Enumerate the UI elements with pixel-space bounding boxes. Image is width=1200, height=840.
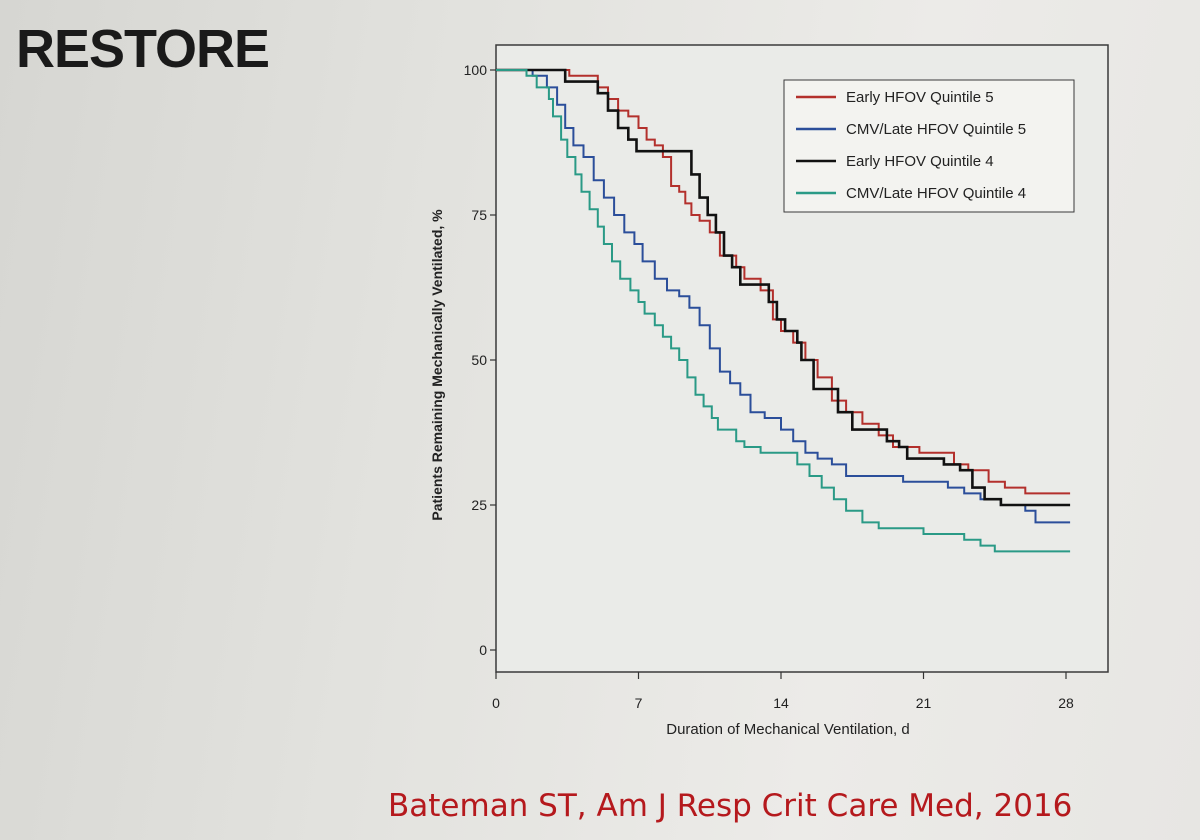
legend-label: CMV/Late HFOV Quintile 4 — [846, 185, 1026, 202]
legend-label: CMV/Late HFOV Quintile 5 — [846, 121, 1026, 138]
series-layer — [496, 68, 1071, 553]
series-line-3 — [496, 68, 1071, 507]
y-axis-label: Patients Remaining Mechanically Ventilat… — [429, 209, 445, 521]
y-tick-label: 50 — [471, 352, 487, 368]
y-tick-label: 100 — [464, 62, 488, 78]
y-tick-label: 75 — [471, 207, 487, 223]
legend-label: Early HFOV Quintile 5 — [846, 89, 994, 106]
slide-title: RESTORE — [16, 19, 270, 79]
legend-box — [783, 79, 1075, 213]
y-tick-label: 0 — [479, 642, 487, 658]
x-axis-label: Duration of Mechanical Ventilation, d — [666, 721, 909, 738]
series-line-1 — [496, 69, 1071, 495]
legend: Early HFOV Quintile 5 CMV/Late HFOV Quint… — [783, 79, 1075, 213]
x-tick-label: 21 — [916, 695, 932, 711]
series-line-2 — [496, 69, 1071, 524]
legend-label: Early HFOV Quintile 4 — [846, 153, 994, 170]
legend-items: Early HFOV Quintile 5 CMV/Late HFOV Quint… — [796, 89, 1026, 202]
citation: Bateman ST, Am J Resp Crit Care Med, 201… — [388, 788, 1073, 824]
x-tick-label: 0 — [492, 695, 500, 711]
axes: 0 25 50 75 100 0 7 14 21 28 — [464, 62, 1074, 711]
x-tick-label: 14 — [773, 695, 789, 711]
series-line-4 — [496, 69, 1071, 553]
x-tick-label: 7 — [635, 695, 643, 711]
y-tick-label: 25 — [471, 497, 487, 513]
x-tick-label: 28 — [1058, 695, 1074, 711]
